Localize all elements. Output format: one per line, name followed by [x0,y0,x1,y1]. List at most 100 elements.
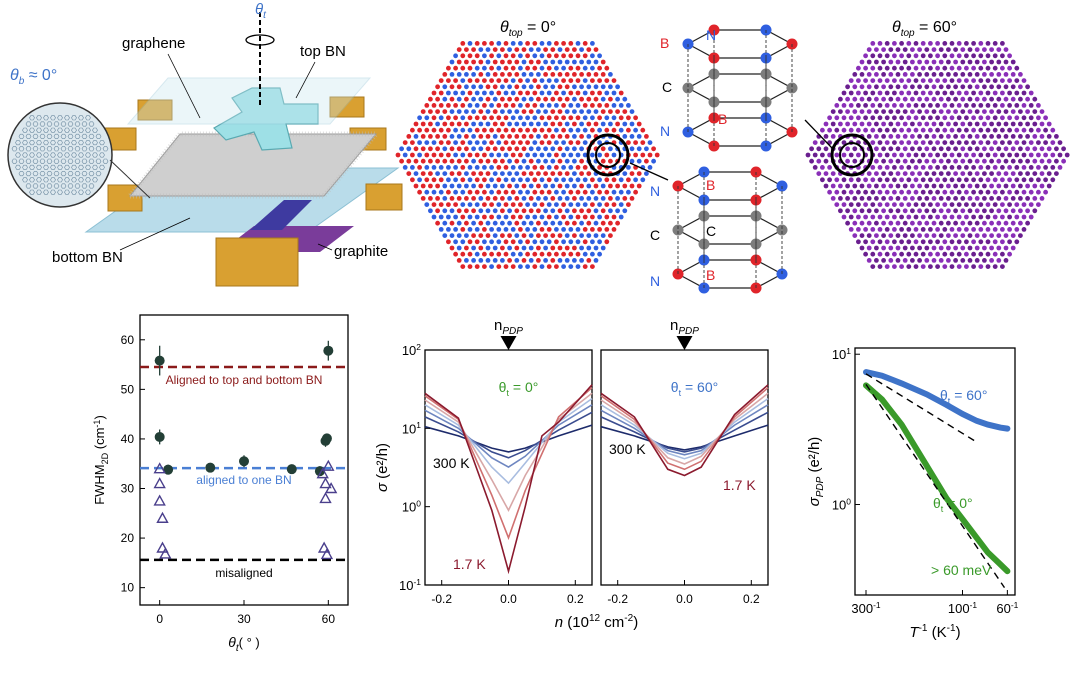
lattice-atom [888,134,894,139]
lattice-atom [582,264,588,269]
lattice-atom [996,146,1002,152]
lattice-atom [464,47,469,52]
lattice-atom [467,103,473,108]
lattice-atom [888,121,894,127]
lattice-atom [507,208,512,214]
lattice-atom [946,47,951,52]
lattice-atom [456,146,462,152]
lattice-atom [823,146,829,152]
lattice-atom [877,90,883,96]
moire-cell [53,121,60,127]
lattice-atom [960,59,966,65]
lattice-atom [881,84,886,90]
moire-cell [85,152,91,158]
lattice-atom [532,251,538,257]
lattice-atom [971,127,976,133]
lattice-atom [902,134,908,139]
lattice-atom [895,208,901,214]
lattice-atom [550,96,556,102]
lattice-atom [935,239,940,245]
lattice-atom [510,53,516,59]
lattice-atom [935,90,940,96]
lattice-atom [928,53,933,59]
lattice-atom [532,78,538,83]
lattice-atom [431,127,437,133]
lattice-atom [543,183,548,189]
lattice-atom [856,78,861,83]
lattice-atom [586,109,592,114]
lattice-atom [608,196,613,201]
lattice-atom [1039,183,1045,189]
lattice-atom [525,103,530,108]
lattice-atom [503,202,509,208]
lattice-atom [938,171,944,177]
lattice-atom [899,202,904,208]
lattice-atom [579,47,584,52]
lattice-atom [582,103,588,108]
lattice-atom [895,109,901,114]
lattice-atom [428,134,433,139]
lattice-atom [500,109,505,114]
lattice-atom [884,78,890,83]
lattice-atom [467,140,473,146]
lattice-atom [482,264,487,269]
lattice-atom [489,177,494,183]
lattice-atom [572,208,577,214]
moire-cell [64,127,70,133]
lattice-atom [892,239,897,245]
lattice-atom [910,245,915,251]
lattice-atom [917,72,922,77]
lattice-atom [492,258,498,263]
lattice-atom [892,115,897,121]
lattice-atom [1007,65,1012,71]
lattice-atom [442,233,448,239]
lattice-atom [859,109,865,114]
lattice-atom [1028,90,1034,96]
lattice-atom [884,251,890,257]
lattice-atom [485,196,491,201]
lattice-atom [579,72,584,77]
lattice-atom [910,196,915,201]
stack-label: B [718,111,727,127]
lattice-atom [489,115,494,121]
lattice-atom [590,41,595,46]
lattice-atom [978,251,984,257]
lattice-atom [471,134,476,139]
lattice-atom [568,189,574,195]
lattice-atom [902,208,908,214]
lattice-atom [924,158,930,164]
stack-label: N [650,273,660,289]
lattice-atom [964,251,969,257]
lattice-atom [1061,146,1066,152]
lattice-atom [464,96,469,102]
lattice-atom [600,208,606,214]
lattice-atom [456,245,462,251]
lattice-atom [539,251,545,257]
pdp-plot-frame [854,347,1016,596]
lattice-atom [917,84,922,90]
lattice-atom [866,183,872,189]
lattice-atom [892,103,897,108]
lattice-atom [1018,208,1023,214]
lattice-atom [931,245,937,251]
lattice-atom [906,53,912,59]
lattice-atom [870,103,876,108]
lattice-atom [464,171,469,177]
moire-cell [39,121,46,127]
lattice-atom [1018,72,1023,77]
moire-cell [32,133,39,139]
lattice-atom [546,189,552,195]
lattice-atom [546,41,552,46]
lattice-atom [924,196,930,201]
lattice-atom [611,127,617,133]
lattice-atom [482,90,487,96]
lattice-atom [928,177,933,183]
lattice-atom [460,65,466,71]
lattice-atom [1046,158,1052,164]
sigma-curve [600,392,769,465]
lattice-atom [1028,140,1034,146]
lattice-atom [536,96,541,102]
lattice-atom [485,233,491,239]
moire-cell [102,146,109,152]
lattice-atom [913,202,919,208]
